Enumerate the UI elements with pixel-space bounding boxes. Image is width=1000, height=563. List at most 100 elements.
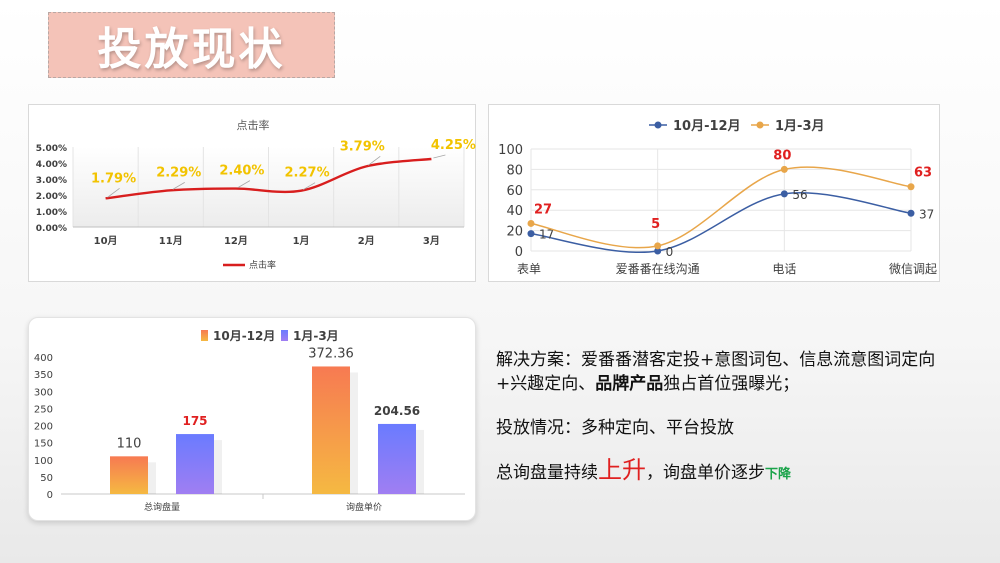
cmp-ytick-label: 0 — [515, 245, 523, 260]
status-line: 投放情况：多种定向、平台投放 — [496, 418, 734, 438]
inquiry-chart-svg: 0 50 100 150 200 250 300 350 400 总询盘量 110 175 询盘单价 37… — [34, 329, 465, 513]
cmp-data-label: 37 — [919, 207, 934, 221]
trend-down: 下降 — [765, 467, 792, 482]
ctr-ytick-label: 0.00% — [36, 224, 67, 234]
ctr-data-label: 2.40% — [219, 164, 264, 179]
cmp-point — [527, 219, 535, 227]
channel-line-chart: 0 20 40 60 80 100 表单 爱番番在线沟通 电话 微信调起 17 0 56 37 27 5 80 6… — [488, 104, 940, 282]
solution-paragraph: 解决方案：爱番番潜客定投+意图词包、信息流意图词定向+兴趣定向、品牌产品独占首位… — [496, 348, 946, 396]
title-banner: 投放现状 — [48, 12, 335, 78]
cmp-point — [907, 209, 915, 217]
cmp-ytick-label: 100 — [498, 143, 523, 158]
cmp-point — [780, 165, 788, 173]
ctr-ytick-label: 4.00% — [36, 160, 67, 170]
cmp-point — [654, 242, 662, 250]
ctr-label-leader — [237, 180, 251, 188]
cmp-data-label: 56 — [792, 188, 807, 202]
cmp-ytick-label: 40 — [506, 204, 523, 219]
cmp-data-label: 5 — [651, 217, 660, 232]
bar-data-label: 175 — [182, 414, 207, 428]
ctr-data-label: 1.79% — [91, 171, 136, 186]
cmp-legend-label: 10月-12月 — [673, 119, 741, 134]
ctr-xtick-label: 3月 — [423, 235, 440, 247]
cmp-point — [527, 230, 535, 238]
cmp-legend-label: 1月-3月 — [775, 119, 825, 134]
ctr-ytick-label: 2.00% — [36, 192, 67, 202]
bar-legend-label: 1月-3月 — [293, 329, 339, 343]
cmp-series-line — [530, 166, 912, 249]
bar-rect — [312, 366, 350, 494]
ctr-chart-title: 点击率 — [237, 118, 270, 132]
cmp-point — [780, 190, 788, 198]
channel-chart-svg: 0 20 40 60 80 100 表单 爱番番在线沟通 电话 微信调起 17 0 56 37 27 5 80 6… — [498, 119, 937, 276]
summary-text: 解决方案：爱番番潜客定投+意图词包、信息流意图词定向+兴趣定向、品牌产品独占首位… — [496, 348, 946, 487]
bar-ytick-label: 250 — [34, 404, 53, 415]
ctr-xtick-label: 12月 — [224, 235, 248, 247]
bar-ytick-label: 0 — [47, 490, 53, 501]
cmp-legend-marker — [756, 121, 764, 129]
bar-ytick-label: 50 — [40, 473, 53, 484]
cmp-ytick-label: 80 — [506, 163, 523, 178]
trend-line: 总询盘量持续上升，询盘单价逐步下降 — [496, 458, 946, 487]
ctr-xtick-label: 10月 — [94, 235, 118, 247]
inquiry-bar-chart: 0 50 100 150 200 250 300 350 400 总询盘量 110 175 询盘单价 37… — [28, 317, 476, 521]
cmp-xtick-label: 电话 — [772, 262, 796, 276]
cmp-ytick-label: 60 — [506, 184, 523, 199]
bar-ytick-label: 100 — [34, 456, 53, 467]
cmp-legend-marker — [654, 121, 662, 129]
ctr-label-leader — [433, 154, 446, 159]
ctr-ytick-label: 5.00% — [36, 144, 67, 154]
bar-ytick-label: 350 — [34, 370, 53, 381]
solution-bold: 品牌产品 — [595, 374, 664, 394]
cmp-series-line — [530, 192, 912, 253]
ctr-legend-label: 点击率 — [249, 259, 276, 271]
ctr-data-label: 2.27% — [285, 166, 330, 181]
solution-suffix: 独占首位强曝光； — [663, 374, 800, 394]
cmp-xtick-label: 爱番番在线沟通 — [616, 262, 700, 276]
ctr-chart-svg: 点击率 0.00% 1.00% 2.00% 3.00% 4.00% 5.00% 10月 11月 1… — [36, 118, 476, 271]
cmp-point — [907, 183, 915, 191]
ctr-line-chart: 点击率 0.00% 1.00% 2.00% 3.00% 4.00% 5.00% 10月 11月 1… — [28, 104, 476, 282]
bar-legend-label: 10月-12月 — [213, 329, 275, 343]
bar-xtick-label: 总询盘量 — [144, 501, 180, 513]
ctr-xtick-label: 1月 — [293, 235, 310, 247]
cmp-data-label: 0 — [666, 245, 674, 259]
ctr-label-leader — [107, 188, 120, 198]
cmp-xtick-label: 表单 — [517, 262, 541, 276]
bar-ytick-label: 200 — [34, 422, 53, 433]
ctr-label-leader — [368, 156, 381, 166]
ctr-xtick-label: 11月 — [159, 235, 183, 247]
cmp-data-label: 63 — [914, 166, 932, 181]
ctr-xtick-label: 2月 — [358, 235, 375, 247]
solution-prefix: 解决方案：爱番番潜客定投+意图词包、信息流意图词定向+兴趣定向、 — [496, 350, 936, 394]
bar-data-label: 110 — [117, 436, 142, 451]
bar-ytick-label: 400 — [34, 353, 53, 364]
cmp-ytick-label: 20 — [506, 225, 523, 240]
bar-data-label: 204.56 — [374, 404, 420, 418]
cmp-xtick-label: 微信调起 — [889, 262, 937, 276]
bar-xtick-label: 询盘单价 — [346, 501, 382, 513]
page-title: 投放现状 — [97, 24, 286, 75]
ctr-ytick-label: 3.00% — [36, 176, 67, 186]
ctr-data-label: 4.25% — [431, 138, 476, 153]
cmp-data-label: 27 — [534, 202, 552, 217]
bar-ytick-label: 300 — [34, 387, 53, 398]
bar-rect — [176, 434, 214, 494]
cmp-point — [654, 247, 662, 255]
ctr-ytick-label: 1.00% — [36, 208, 67, 218]
trend-mid: ，询盘单价逐步 — [646, 463, 765, 483]
ctr-label-leader — [302, 182, 316, 191]
bar-rect — [378, 423, 416, 494]
trend-prefix: 总询盘量持续 — [496, 463, 598, 483]
ctr-label-leader — [172, 182, 185, 190]
ctr-data-label: 2.29% — [156, 165, 201, 180]
ctr-data-label: 3.79% — [340, 139, 385, 154]
ctr-series-line — [105, 157, 432, 200]
trend-up: 上升 — [598, 456, 646, 484]
bar-legend-swatch — [281, 330, 288, 341]
bar-rect — [110, 456, 148, 494]
bar-legend-swatch — [201, 330, 208, 341]
cmp-data-label: 80 — [773, 148, 791, 163]
cmp-data-label: 17 — [539, 228, 554, 242]
bar-data-label: 372.36 — [308, 346, 354, 361]
